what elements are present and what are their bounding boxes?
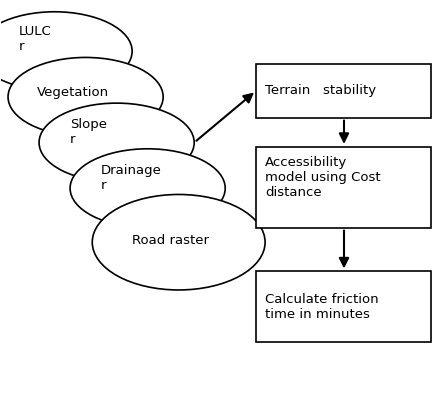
Ellipse shape — [92, 194, 265, 290]
Text: Road raster: Road raster — [132, 234, 209, 247]
Text: Vegetation: Vegetation — [37, 86, 109, 99]
Text: Drainage
r: Drainage r — [101, 164, 162, 192]
Ellipse shape — [0, 12, 132, 91]
Ellipse shape — [39, 103, 194, 182]
Bar — [256, 147, 431, 228]
Text: Slope
r: Slope r — [70, 118, 107, 146]
Ellipse shape — [70, 149, 225, 228]
Text: Accessibility
model using Cost
distance: Accessibility model using Cost distance — [265, 156, 381, 199]
Text: LULC
r: LULC r — [19, 25, 52, 53]
Text: Terrain   stability: Terrain stability — [265, 84, 376, 97]
Bar — [256, 271, 431, 342]
Bar — [256, 64, 431, 117]
Ellipse shape — [8, 57, 163, 136]
Text: Calculate friction
time in minutes: Calculate friction time in minutes — [265, 293, 379, 321]
